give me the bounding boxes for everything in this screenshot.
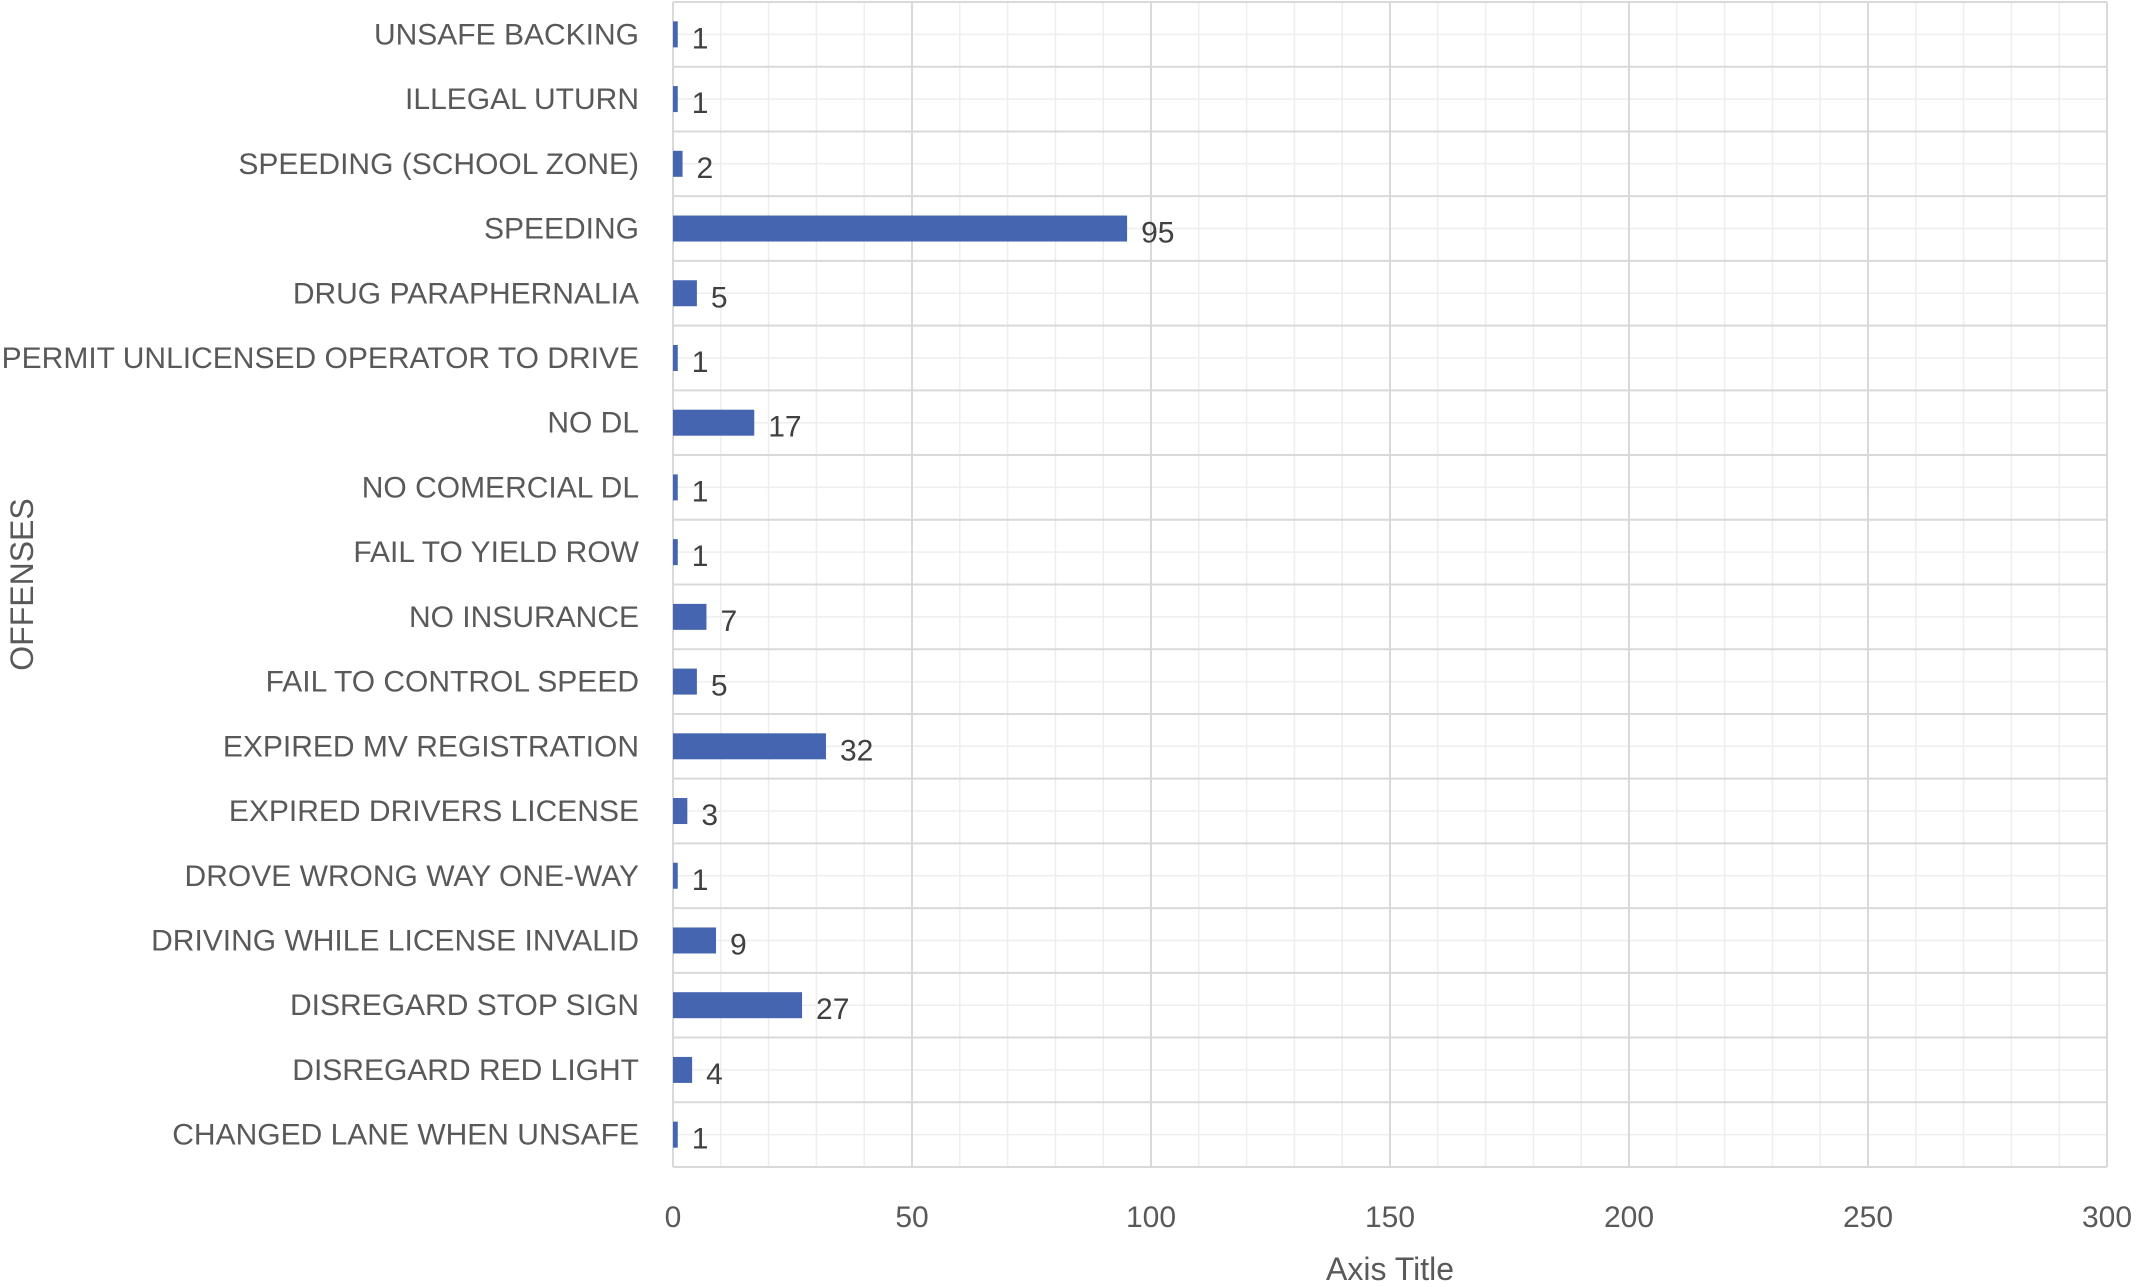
data-label: 5	[711, 281, 728, 314]
category-label: CHANGED LANE WHEN UNSAFE	[172, 1119, 639, 1152]
x-tick-label: 300	[2082, 1201, 2132, 1234]
category-label: EXPIRED MV REGISTRATION	[223, 730, 639, 763]
x-tick-label: 50	[895, 1201, 928, 1234]
bar	[673, 280, 697, 307]
bar	[673, 215, 1128, 242]
category-label: DROVE WRONG WAY ONE-WAY	[185, 860, 639, 893]
bar	[673, 992, 803, 1019]
x-tick-label: 250	[1843, 1201, 1893, 1234]
category-label: SPEEDING	[484, 213, 639, 246]
data-label: 1	[692, 864, 709, 897]
category-labels: UNSAFE BACKING ILLEGAL UTURN SPEEDING (SCH…	[2, 18, 640, 1151]
x-tick-label: 200	[1604, 1201, 1654, 1234]
category-label: DRUG PARAPHERNALIA	[293, 277, 639, 310]
data-label: 9	[730, 928, 747, 961]
bar	[673, 798, 688, 825]
x-tick-label: 0	[665, 1201, 682, 1234]
category-label: UNSAFE BACKING	[374, 18, 639, 51]
data-label: 4	[706, 1058, 723, 1091]
bar	[673, 474, 678, 501]
bar	[673, 86, 678, 113]
category-label: FAIL TO YIELD ROW	[353, 536, 639, 569]
category-label: SPEEDING (SCHOOL ZONE)	[238, 148, 639, 181]
bar	[673, 409, 755, 436]
data-label: 1	[692, 346, 709, 379]
y-axis-title: OFFENSES	[4, 498, 40, 670]
data-label: 1	[692, 475, 709, 508]
bar	[673, 1121, 678, 1148]
category-label: DRIVING WHILE LICENSE INVALID	[151, 924, 639, 957]
data-label: 95	[1141, 217, 1174, 250]
x-axis-tick-labels: 0 50 100 150 200 250 300	[665, 1201, 2132, 1234]
category-label: DISREGARD RED LIGHT	[292, 1054, 639, 1087]
category-label: PERMIT UNLICENSED OPERATOR TO DRIVE	[2, 342, 639, 375]
bar	[673, 668, 697, 695]
bar	[673, 733, 826, 760]
x-tick-label: 150	[1365, 1201, 1415, 1234]
data-label: 1	[692, 540, 709, 573]
major-gridlines	[672, 1, 2108, 1168]
category-label: ILLEGAL UTURN	[405, 83, 639, 116]
bar	[673, 150, 683, 177]
bar	[673, 1056, 693, 1083]
x-axis-title: Axis Title	[1326, 1251, 1454, 1287]
category-label: NO DL	[547, 407, 639, 440]
data-label: 2	[697, 152, 714, 185]
bar	[673, 603, 707, 630]
data-label: 5	[711, 670, 728, 703]
category-label: EXPIRED DRIVERS LICENSE	[229, 795, 639, 828]
data-label: 17	[768, 411, 801, 444]
bar	[673, 862, 678, 889]
data-label: 1	[692, 22, 709, 55]
data-label: 7	[720, 605, 737, 638]
x-tick-label: 100	[1126, 1201, 1176, 1234]
bar-series	[673, 21, 1128, 1148]
data-label: 32	[840, 734, 873, 767]
category-label: DISREGARD STOP SIGN	[290, 989, 639, 1022]
bar	[673, 21, 678, 48]
data-label: 1	[692, 1123, 709, 1156]
bar	[673, 539, 678, 566]
data-label: 3	[701, 799, 718, 832]
data-label: 1	[692, 87, 709, 120]
data-label: 27	[816, 993, 849, 1026]
bar	[673, 927, 717, 954]
bar	[673, 344, 678, 371]
category-label: FAIL TO CONTROL SPEED	[266, 666, 639, 699]
category-label: NO COMERCIAL DL	[362, 471, 639, 504]
category-label: NO INSURANCE	[409, 601, 639, 634]
